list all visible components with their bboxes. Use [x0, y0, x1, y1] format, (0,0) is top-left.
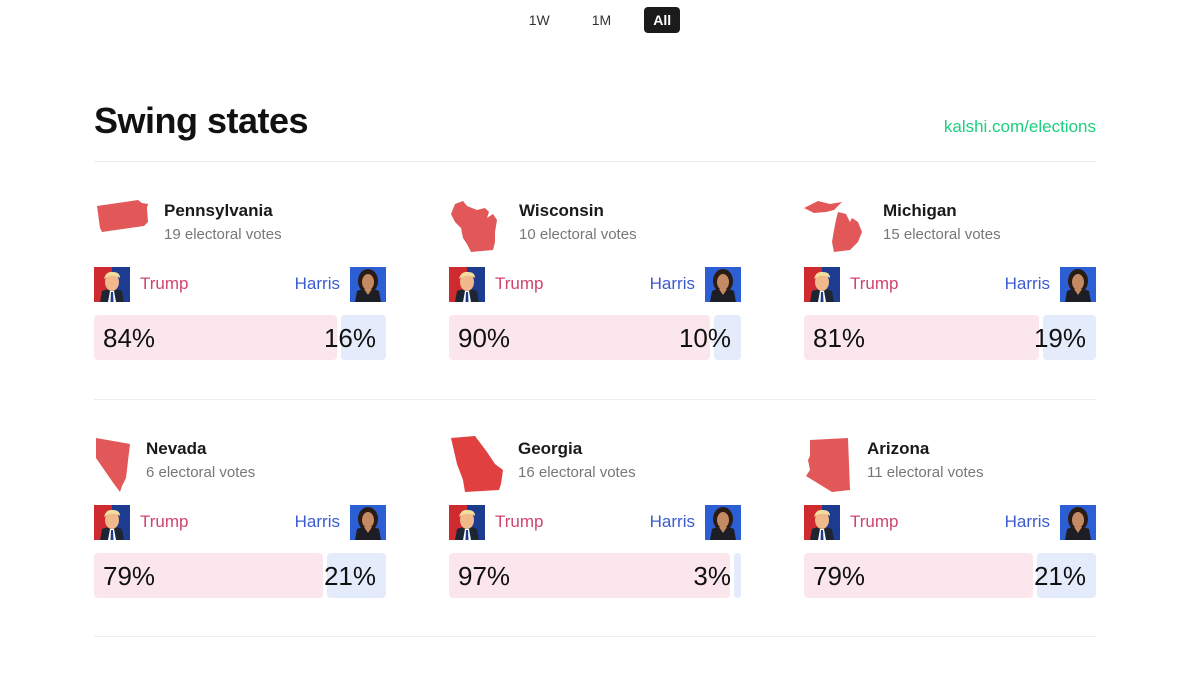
- state-name: Arizona: [867, 439, 930, 458]
- divider: [94, 636, 1096, 637]
- trump-percentage: 90%: [458, 323, 511, 353]
- candidate-row: Trump Harris: [804, 505, 1096, 540]
- state-name: Pennsylvania: [164, 201, 273, 220]
- harris-odds-bar[interactable]: [1037, 553, 1096, 598]
- harris-label: Harris: [294, 512, 340, 531]
- trump-percentage: 81%: [813, 323, 866, 353]
- odds-bar[interactable]: 81% 19%: [804, 315, 1096, 360]
- harris-label: Harris: [649, 274, 695, 293]
- state-name: Nevada: [146, 439, 207, 458]
- trump-odds-bar[interactable]: [804, 553, 1033, 598]
- harris-percentage: 10%: [678, 323, 731, 353]
- state-name: Michigan: [883, 201, 957, 220]
- electoral-votes: 6 electoral votes: [146, 464, 256, 481]
- harris-label: Harris: [1004, 512, 1050, 531]
- harris-avatar: [350, 267, 386, 302]
- divider: [94, 161, 1096, 162]
- state-name: Wisconsin: [519, 201, 604, 220]
- trump-odds-bar[interactable]: [94, 553, 323, 598]
- trump-label: Trump: [140, 274, 189, 293]
- state-card-pennsylvania[interactable]: Pennsylvania 19 electoral votes Trump Harri…: [94, 198, 386, 368]
- range-1w-button[interactable]: 1W: [528, 12, 550, 28]
- time-range-toggle: 1W 1M All: [0, 7, 1200, 33]
- range-1m-button[interactable]: 1M: [591, 12, 612, 28]
- trump-label: Trump: [850, 512, 899, 531]
- nevada-map-icon: [94, 436, 134, 497]
- candidate-row: Trump Harris: [94, 505, 386, 540]
- harris-odds-bar[interactable]: [327, 553, 386, 598]
- trump-odds-bar[interactable]: [449, 553, 730, 598]
- electoral-votes: 10 electoral votes: [519, 226, 637, 243]
- state-card-wisconsin[interactable]: Wisconsin 10 electoral votes Trump Harris 90…: [449, 198, 741, 368]
- trump-avatar: [449, 267, 485, 302]
- trump-avatar: [804, 505, 840, 540]
- harris-label: Harris: [649, 512, 695, 531]
- electoral-votes: 11 electoral votes: [867, 464, 984, 481]
- harris-percentage: 21%: [323, 561, 376, 591]
- state-card-nevada[interactable]: Nevada 6 electoral votes Trump Harris 79% 21%: [94, 436, 386, 606]
- harris-percentage: 16%: [323, 323, 376, 353]
- page-title: Swing states: [94, 100, 309, 141]
- trump-avatar: [94, 267, 130, 302]
- range-all-button[interactable]: All: [644, 7, 681, 33]
- harris-avatar: [350, 505, 386, 540]
- section-header: Swing states kalshi.com/elections: [94, 100, 1096, 142]
- trump-label: Trump: [140, 512, 189, 531]
- harris-percentage: 19%: [1033, 323, 1086, 353]
- odds-bar[interactable]: 84% 16%: [94, 315, 386, 360]
- wisconsin-map-icon: [449, 198, 501, 259]
- electoral-votes: 16 electoral votes: [518, 464, 636, 481]
- state-name: Georgia: [518, 439, 583, 458]
- trump-label: Trump: [495, 274, 544, 293]
- harris-avatar: [705, 505, 741, 540]
- candidate-row: Trump Harris: [94, 267, 386, 302]
- odds-bar[interactable]: 79% 21%: [94, 553, 386, 598]
- trump-percentage: 97%: [458, 561, 511, 591]
- candidate-row: Trump Harris: [449, 505, 741, 540]
- elections-link[interactable]: kalshi.com/elections: [943, 117, 1096, 136]
- harris-percentage: 21%: [1033, 561, 1086, 591]
- harris-percentage: 3%: [693, 561, 731, 591]
- divider: [94, 399, 1096, 400]
- trump-percentage: 79%: [103, 561, 156, 591]
- harris-odds-bar[interactable]: [714, 315, 741, 360]
- electoral-votes: 19 electoral votes: [164, 226, 282, 243]
- harris-avatar: [1060, 505, 1096, 540]
- trump-odds-bar[interactable]: [94, 315, 337, 360]
- odds-bar[interactable]: 90% 10%: [449, 315, 741, 360]
- pennsylvania-map-icon: [94, 198, 150, 237]
- harris-avatar: [705, 267, 741, 302]
- electoral-votes: 15 electoral votes: [883, 226, 1001, 243]
- state-card-michigan[interactable]: Michigan 15 electoral votes Trump Harris 81%…: [804, 198, 1096, 368]
- candidate-row: Trump Harris: [449, 267, 741, 302]
- trump-label: Trump: [850, 274, 899, 293]
- trump-odds-bar[interactable]: [449, 315, 710, 360]
- harris-label: Harris: [294, 274, 340, 293]
- odds-bar[interactable]: 97% 3%: [449, 553, 741, 598]
- michigan-map-icon: [804, 198, 866, 259]
- trump-avatar: [94, 505, 130, 540]
- trump-percentage: 79%: [813, 561, 866, 591]
- harris-odds-bar[interactable]: [341, 315, 386, 360]
- georgia-map-icon: [449, 436, 505, 497]
- trump-avatar: [449, 505, 485, 540]
- state-card-arizona[interactable]: Arizona 11 electoral votes Trump Harris 79% 2…: [804, 436, 1096, 606]
- trump-odds-bar[interactable]: [804, 315, 1039, 360]
- harris-odds-bar[interactable]: [734, 553, 741, 598]
- state-card-georgia[interactable]: Georgia 16 electoral votes Trump Harris 97% 3…: [449, 436, 741, 606]
- arizona-map-icon: [804, 436, 852, 497]
- trump-label: Trump: [495, 512, 544, 531]
- odds-bar[interactable]: 79% 21%: [804, 553, 1096, 598]
- harris-avatar: [1060, 267, 1096, 302]
- harris-odds-bar[interactable]: [1043, 315, 1096, 360]
- harris-label: Harris: [1004, 274, 1050, 293]
- trump-avatar: [804, 267, 840, 302]
- trump-percentage: 84%: [103, 323, 156, 353]
- candidate-row: Trump Harris: [804, 267, 1096, 302]
